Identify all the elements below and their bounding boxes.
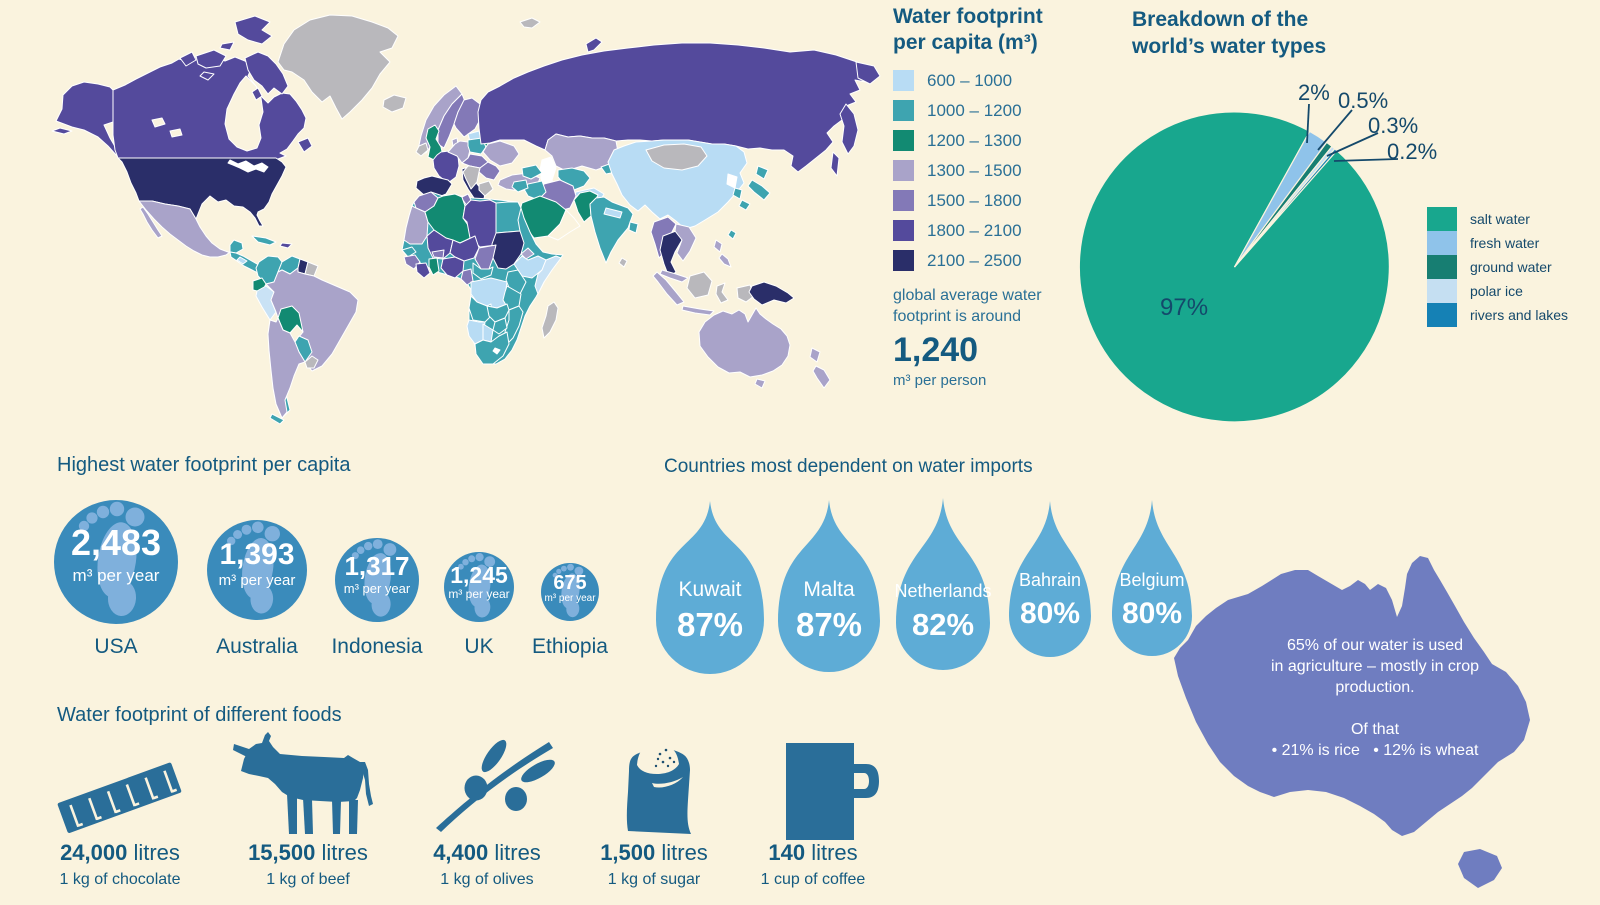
svg-text:15,500 litres: 15,500 litres <box>248 840 368 865</box>
svg-text:1,393: 1,393 <box>219 538 294 571</box>
svg-text:4,400 litres: 4,400 litres <box>433 840 541 865</box>
svg-text:1 cup of coffee: 1 cup of coffee <box>761 871 866 888</box>
svg-text:Indonesia: Indonesia <box>331 635 422 658</box>
svg-text:Australia: Australia <box>216 635 298 658</box>
svg-text:Ethiopia: Ethiopia <box>532 635 608 658</box>
svg-text:USA: USA <box>94 635 137 658</box>
svg-text:Bahrain: Bahrain <box>1019 570 1081 590</box>
svg-text:80%: 80% <box>1122 597 1182 630</box>
svg-text:24,000 litres: 24,000 litres <box>60 840 180 865</box>
svg-text:87%: 87% <box>677 606 743 643</box>
svg-text:675: 675 <box>553 572 586 594</box>
svg-text:m³ per year: m³ per year <box>219 572 296 589</box>
svg-text:1 kg of sugar: 1 kg of sugar <box>608 871 701 888</box>
svg-text:Netherlands: Netherlands <box>894 581 991 601</box>
svg-text:82%: 82% <box>912 607 974 642</box>
svg-text:1,500 litres: 1,500 litres <box>600 840 708 865</box>
svg-text:1 kg of olives: 1 kg of olives <box>440 871 533 888</box>
svg-text:Belgium: Belgium <box>1119 570 1184 590</box>
svg-text:m³ per year: m³ per year <box>73 566 160 585</box>
svg-text:1 kg of chocolate: 1 kg of chocolate <box>60 871 181 888</box>
svg-text:1,317: 1,317 <box>344 551 409 581</box>
svg-text:80%: 80% <box>1020 597 1080 630</box>
svg-text:Malta: Malta <box>803 578 855 601</box>
svg-text:m³ per year: m³ per year <box>448 587 509 601</box>
svg-text:Kuwait: Kuwait <box>678 578 741 601</box>
svg-text:UK: UK <box>464 635 493 658</box>
svg-text:2,483: 2,483 <box>71 522 161 563</box>
svg-text:87%: 87% <box>796 606 862 643</box>
svg-text:140 litres: 140 litres <box>768 840 857 865</box>
svg-text:m³ per year: m³ per year <box>344 581 411 596</box>
svg-text:1,245: 1,245 <box>450 562 508 588</box>
svg-text:m³ per year: m³ per year <box>544 593 596 604</box>
svg-text:1 kg of beef: 1 kg of beef <box>266 871 350 888</box>
